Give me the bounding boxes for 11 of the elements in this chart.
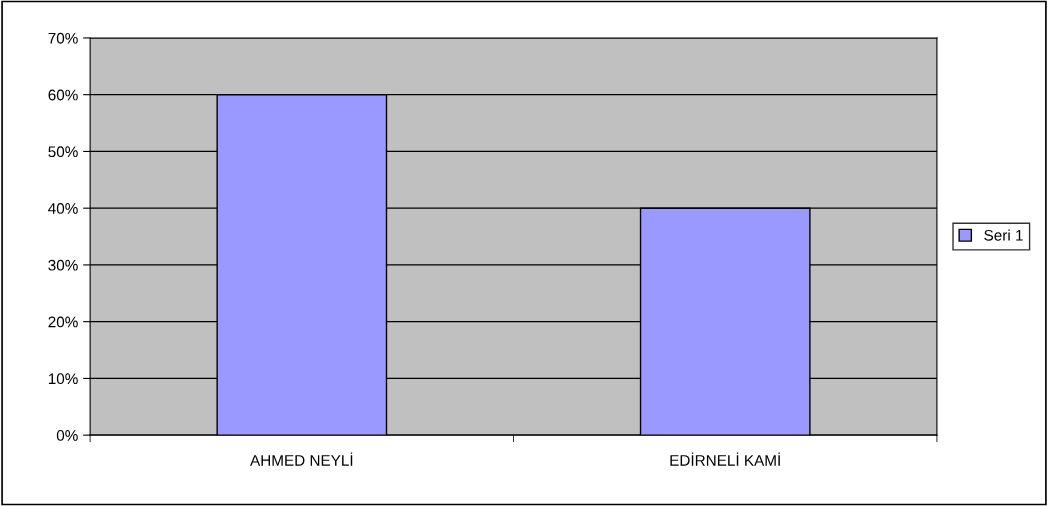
x-tick-label: AHMED NEYLİ <box>250 452 353 466</box>
y-tick-label: 0% <box>56 430 78 441</box>
y-tick-label: 10% <box>48 373 78 385</box>
y-tick-label: 20% <box>48 316 78 328</box>
y-tick-label: 30% <box>48 259 78 271</box>
x-tick-label: EDİRNELİ KAMİ <box>670 452 780 466</box>
y-tick-label: 40% <box>48 203 78 214</box>
y-tick-label: 70% <box>48 32 78 44</box>
y-tick-label: 60% <box>48 89 78 101</box>
y-tick-label: 50% <box>48 146 78 158</box>
legend-label: Seri 1 <box>984 229 1023 241</box>
